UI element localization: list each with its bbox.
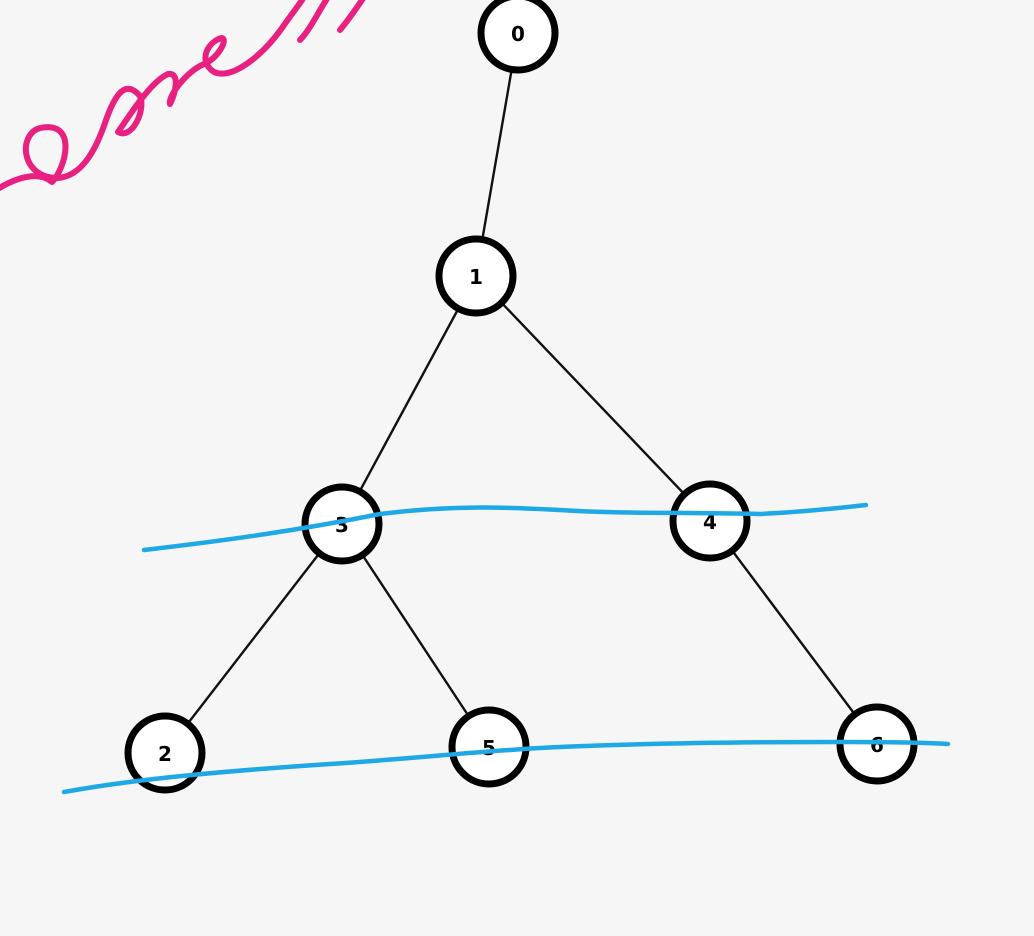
level-2-strike — [141, 502, 869, 553]
node-circle — [669, 480, 751, 562]
tree-node-2: 2 — [124, 712, 206, 794]
node-label: 6 — [870, 733, 884, 757]
blue-strokes — [61, 502, 951, 795]
edge-n0-n1 — [474, 31, 520, 278]
node-circle — [301, 483, 383, 565]
level-3-strike — [61, 739, 951, 795]
node-label: 1 — [469, 265, 483, 289]
tree-nodes: 0 1 3 4 2 5 6 — [124, 0, 918, 794]
pink-handwriting-stroke — [0, 0, 366, 192]
edge-n3-n5 — [340, 522, 491, 749]
node-label: 4 — [703, 510, 717, 534]
edge-n4-n6 — [708, 519, 879, 746]
node-circle — [124, 712, 206, 794]
pink-handwriting: searcht — [0, 0, 366, 192]
node-label: 0 — [511, 22, 525, 46]
node-label: 2 — [158, 742, 172, 766]
edge-n1-n4 — [474, 274, 712, 523]
tree-node-4: 4 — [669, 480, 751, 562]
edge-n3-n2 — [163, 522, 344, 755]
node-label: 5 — [482, 736, 496, 760]
node-circle — [477, 0, 559, 74]
tree-node-0: 0 — [477, 0, 559, 74]
tree-node-5: 5 — [448, 706, 530, 788]
tree-node-3: 3 — [301, 483, 383, 565]
node-label: 3 — [335, 513, 349, 537]
edge-n1-n3 — [340, 274, 478, 526]
tree-node-1: 1 — [435, 235, 517, 317]
node-circle — [435, 235, 517, 317]
tree-edges — [163, 31, 879, 755]
